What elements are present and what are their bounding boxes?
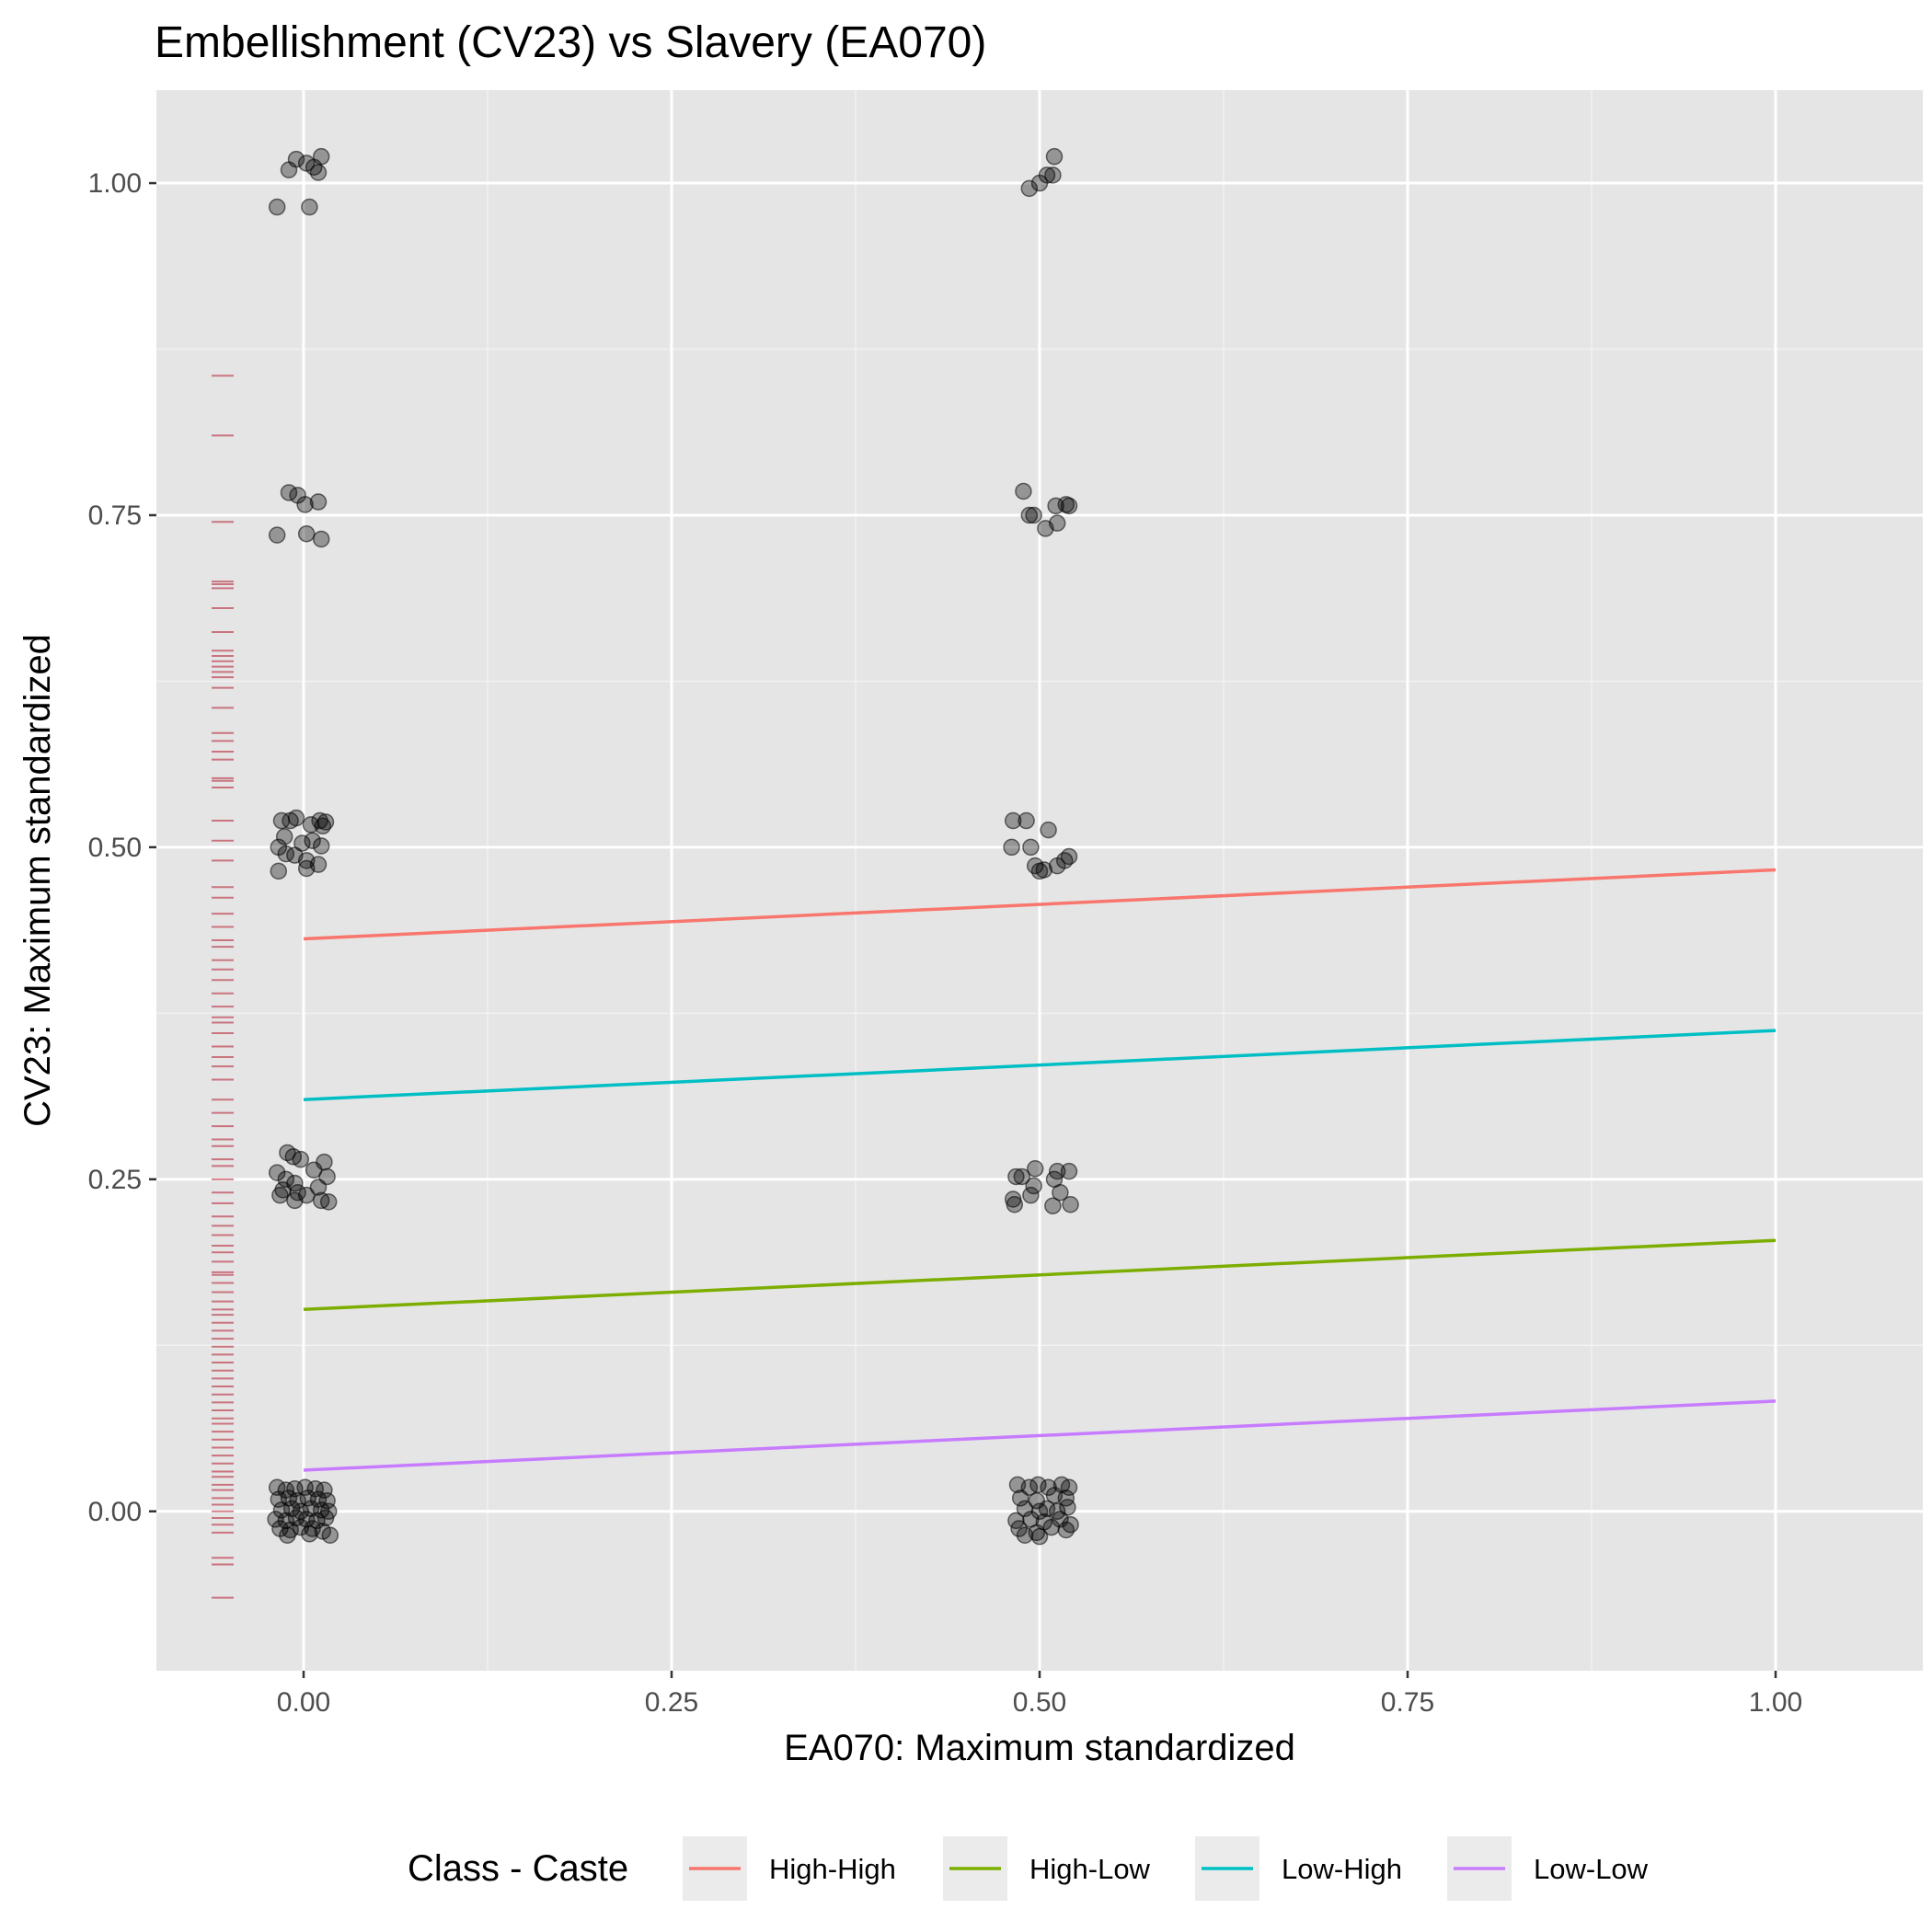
data-point — [1044, 167, 1062, 184]
data-point — [1060, 847, 1078, 866]
data-point — [319, 1193, 338, 1211]
data-point — [1013, 1167, 1031, 1186]
data-point — [1060, 1478, 1078, 1497]
data-point — [1045, 147, 1064, 166]
y-tick-label: 0.50 — [88, 833, 142, 863]
data-point — [1038, 1500, 1056, 1518]
data-point — [1025, 1177, 1042, 1195]
data-point — [1006, 1196, 1024, 1213]
data-point — [287, 809, 305, 827]
data-point — [1025, 506, 1042, 524]
y-axis: 0.00 0.25 0.50 0.75 1.00 — [88, 168, 156, 1527]
data-point — [1048, 514, 1066, 532]
data-point — [287, 150, 305, 168]
legend-label-low-high: Low-High — [1282, 1853, 1402, 1885]
data-point — [309, 164, 328, 181]
data-point — [316, 1481, 333, 1499]
x-axis-title: EA070: Maximum standardized — [784, 1728, 1295, 1768]
data-point — [309, 1179, 328, 1196]
data-point — [1048, 1162, 1066, 1180]
data-point — [1007, 1167, 1025, 1186]
x-tick-label: 0.00 — [277, 1687, 330, 1718]
data-point — [321, 1526, 339, 1544]
data-point — [316, 1509, 335, 1527]
data-point — [1044, 1197, 1062, 1214]
data-point — [1026, 1160, 1044, 1178]
data-point — [1004, 811, 1022, 830]
data-point — [301, 1525, 318, 1543]
data-point — [268, 526, 286, 544]
data-point — [312, 530, 330, 548]
data-point — [1022, 1186, 1040, 1204]
data-point — [1015, 482, 1032, 500]
data-point — [1060, 497, 1078, 515]
data-point — [1057, 1521, 1075, 1539]
data-point — [1060, 1162, 1078, 1180]
x-tick-label: 1.00 — [1749, 1687, 1802, 1718]
y-tick-label: 0.25 — [88, 1165, 142, 1195]
data-point — [1038, 167, 1056, 184]
data-point — [268, 198, 286, 216]
data-point — [1052, 1184, 1069, 1202]
y-tick-label: 0.00 — [88, 1497, 142, 1527]
data-point — [1003, 838, 1020, 857]
x-axis: 0.00 0.25 0.50 0.75 1.00 — [277, 1671, 1802, 1718]
data-point — [1022, 838, 1040, 857]
data-point — [271, 1186, 289, 1204]
data-point — [1020, 179, 1039, 198]
series-line-low-low — [303, 1399, 1777, 1472]
data-point — [1030, 862, 1049, 880]
x-tick-label: 0.50 — [1013, 1687, 1066, 1718]
legend-label-high-low: High-Low — [1029, 1853, 1151, 1885]
data-point — [277, 1170, 295, 1189]
data-point — [1040, 821, 1057, 839]
chart-title: Embellishment (CV23) vs Slavery (EA070) — [155, 18, 986, 67]
data-point — [268, 1164, 286, 1181]
data-point — [1030, 1527, 1049, 1546]
data-point — [309, 493, 328, 511]
legend: Class - Caste High-High High-Low Low-High L… — [408, 1836, 1649, 1901]
y-axis-title: CV23: Maximum standardized — [17, 634, 58, 1127]
data-point — [305, 1161, 323, 1179]
lines-layer — [303, 868, 1777, 1472]
data-point — [301, 198, 318, 216]
legend-label-high-high: High-High — [769, 1853, 896, 1885]
data-point — [296, 496, 314, 513]
data-point — [1020, 506, 1039, 524]
data-point — [279, 1526, 296, 1544]
rug-layer — [212, 374, 234, 1599]
data-point — [312, 147, 330, 166]
data-point — [1062, 1196, 1079, 1213]
data-point — [1010, 1520, 1028, 1537]
data-point — [286, 1191, 304, 1210]
data-point — [312, 837, 330, 855]
data-point — [1018, 811, 1035, 830]
data-point — [292, 1150, 310, 1168]
x-tick-label: 0.25 — [645, 1687, 698, 1718]
series-line-low-high — [303, 1029, 1777, 1101]
data-point — [318, 1491, 336, 1510]
data-point — [297, 524, 316, 543]
x-tick-label: 0.75 — [1381, 1687, 1434, 1718]
series-line-high-high — [303, 868, 1777, 941]
y-tick-label: 1.00 — [88, 168, 142, 199]
series-line-high-low — [303, 1238, 1777, 1312]
data-point — [314, 817, 332, 835]
data-point — [1011, 1489, 1029, 1507]
points-layer — [267, 147, 1079, 1546]
legend-label-low-low: Low-Low — [1534, 1853, 1649, 1885]
data-point — [297, 859, 316, 878]
data-point — [1016, 1526, 1034, 1544]
y-tick-label: 0.75 — [88, 500, 142, 531]
legend-title: Class - Caste — [408, 1848, 628, 1889]
data-point — [270, 862, 288, 880]
data-point — [275, 828, 293, 845]
data-point — [304, 832, 321, 849]
